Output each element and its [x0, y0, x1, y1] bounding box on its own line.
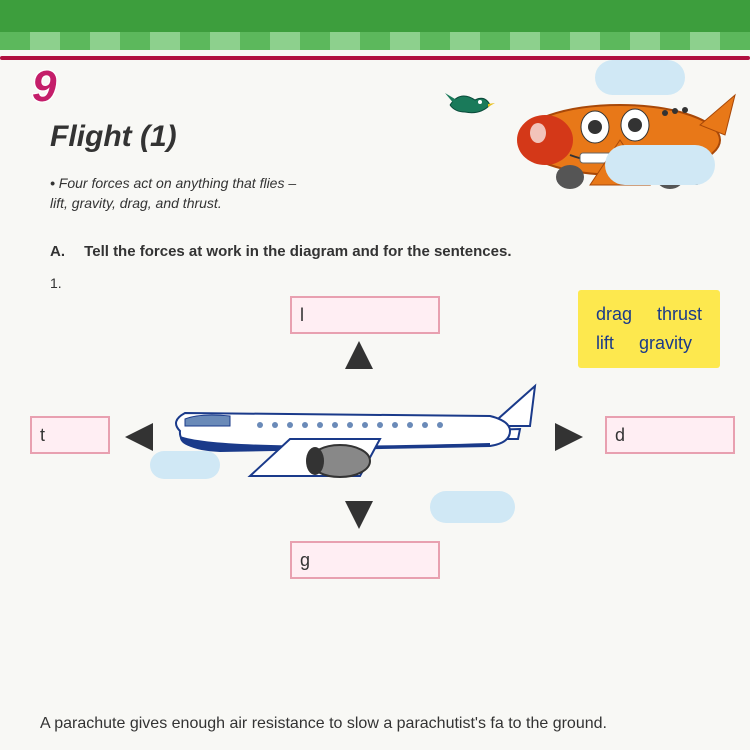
- answer-box-drag[interactable]: d: [605, 416, 735, 454]
- cartoon-illustration: [395, 70, 745, 240]
- airplane-illustration: [160, 371, 540, 491]
- word-bank-item: lift: [596, 329, 614, 358]
- section-letter: A.: [50, 243, 80, 260]
- arrow-left-icon: [125, 423, 153, 451]
- section-instruction: Tell the forces at work in the diagram a…: [84, 243, 511, 260]
- word-bank-item: thrust: [657, 300, 702, 329]
- header-border: [0, 0, 750, 50]
- intro-bullet: Four forces act on anything that flies –…: [50, 174, 310, 213]
- answer-hint: l: [300, 305, 304, 326]
- question-number: 1.: [50, 275, 720, 291]
- arrow-up-icon: [345, 341, 373, 369]
- answer-hint: g: [300, 550, 310, 571]
- unit-number: 9: [32, 62, 56, 112]
- cloud-icon: [430, 491, 515, 523]
- answer-hint: d: [615, 425, 625, 446]
- word-bank-item: drag: [596, 300, 632, 329]
- footer-note: A parachute gives enough air resistance …: [40, 713, 730, 735]
- answer-hint: t: [40, 425, 45, 446]
- arrow-down-icon: [345, 501, 373, 529]
- word-bank: drag thrust lift gravity: [578, 290, 720, 368]
- cloud-icon: [605, 145, 715, 185]
- arrow-right-icon: [555, 423, 583, 451]
- answer-box-gravity[interactable]: g: [290, 541, 440, 579]
- cloud-icon: [595, 60, 685, 95]
- section-header: A. Tell the forces at work in the diagra…: [50, 243, 720, 260]
- answer-box-thrust[interactable]: t: [30, 416, 110, 454]
- answer-box-lift[interactable]: l: [290, 296, 440, 334]
- word-bank-item: gravity: [639, 329, 692, 358]
